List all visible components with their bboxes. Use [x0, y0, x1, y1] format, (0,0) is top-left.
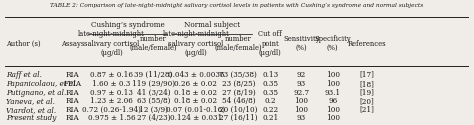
Text: 93: 93 [297, 80, 306, 88]
Text: Specificity
(%): Specificity (%) [314, 35, 351, 52]
Text: Cushing’s syndrome: Cushing’s syndrome [91, 21, 164, 29]
Text: 92: 92 [297, 71, 306, 79]
Text: 0.124 ± 0.031: 0.124 ± 0.031 [170, 114, 222, 122]
Text: 20 (10/10): 20 (10/10) [219, 106, 258, 114]
Text: Sensitivity
(%): Sensitivity (%) [283, 35, 319, 52]
Text: Papanicolaou, et al.: Papanicolaou, et al. [6, 80, 78, 88]
Text: Present study: Present study [6, 114, 56, 122]
Text: Normal subject: Normal subject [184, 21, 240, 29]
Text: 0.21: 0.21 [262, 114, 278, 122]
Text: 41 (3/24): 41 (3/24) [137, 88, 170, 96]
Text: 96: 96 [328, 97, 337, 105]
Text: Assays: Assays [61, 40, 84, 48]
Text: 100: 100 [326, 71, 340, 79]
Text: 100: 100 [326, 106, 340, 114]
Text: 27 (16/11): 27 (16/11) [219, 114, 258, 122]
Text: 0.22: 0.22 [262, 106, 278, 114]
Text: 119 (29/90): 119 (29/90) [132, 80, 175, 88]
Text: 0.97 ± 0.13: 0.97 ± 0.13 [90, 88, 133, 96]
Text: 0.26 ± 0.02: 0.26 ± 0.02 [174, 80, 217, 88]
Text: 100: 100 [326, 80, 340, 88]
Text: 0.043 ± 0.0036: 0.043 ± 0.0036 [168, 71, 224, 79]
Text: Raff et al.: Raff et al. [6, 71, 42, 79]
Text: number
(male/female): number (male/female) [215, 35, 262, 52]
Text: 27 (8/19): 27 (8/19) [221, 88, 255, 96]
Text: RIA: RIA [66, 97, 80, 105]
Text: Cut off
point
(μg/dl): Cut off point (μg/dl) [258, 30, 282, 57]
Text: Yaneva, et al.: Yaneva, et al. [6, 97, 55, 105]
Text: RIA: RIA [66, 114, 80, 122]
Text: RIA: RIA [66, 106, 80, 114]
Text: 100: 100 [326, 114, 340, 122]
Text: 23 (8/25): 23 (8/25) [222, 80, 255, 88]
Text: 54 (46/8): 54 (46/8) [221, 97, 255, 105]
Text: 93.1: 93.1 [325, 88, 341, 96]
Text: 39 (11/28): 39 (11/28) [134, 71, 173, 79]
Text: 0.18 ± 0.02: 0.18 ± 0.02 [174, 88, 218, 96]
Text: 92.7: 92.7 [293, 88, 310, 96]
Text: [19]: [19] [360, 88, 374, 96]
Text: Putignano, et al.: Putignano, et al. [6, 88, 66, 96]
Text: 73 (35/38): 73 (35/38) [219, 71, 257, 79]
Text: late-night-midnight
salivary cortisol
(μg/dl): late-night-midnight salivary cortisol (μ… [163, 30, 229, 57]
Text: Viardot, et al.: Viardot, et al. [6, 106, 56, 114]
Text: RIA: RIA [66, 88, 80, 96]
Text: 0.35: 0.35 [262, 80, 278, 88]
Text: 27 (4/23): 27 (4/23) [137, 114, 170, 122]
Text: 0.35: 0.35 [262, 88, 278, 96]
Text: 0.18 ± 0.02: 0.18 ± 0.02 [174, 97, 218, 105]
Text: 0.975 ± 1.56: 0.975 ± 1.56 [88, 114, 136, 122]
Text: 93: 93 [297, 114, 306, 122]
Text: 100: 100 [294, 97, 308, 105]
Text: 0.13: 0.13 [262, 71, 278, 79]
Text: 63 (55/8): 63 (55/8) [137, 97, 170, 105]
Text: RIA: RIA [66, 71, 80, 79]
Text: 0.2: 0.2 [264, 97, 276, 105]
Text: [18]: [18] [360, 80, 374, 88]
Text: [20]: [20] [360, 97, 374, 105]
Text: 0.07 (0.01-0.16): 0.07 (0.01-0.16) [166, 106, 226, 114]
Text: [21]: [21] [360, 106, 374, 114]
Text: 12 (3/9): 12 (3/9) [139, 106, 168, 114]
Text: References: References [348, 40, 386, 48]
Text: FPIA: FPIA [64, 80, 82, 88]
Text: 100: 100 [294, 106, 308, 114]
Text: number
(male/female): number (male/female) [129, 35, 177, 52]
Text: 1.23 ± 2.06: 1.23 ± 2.06 [90, 97, 133, 105]
Text: late-night-midnight
salivary cortisol
(μg/dl): late-night-midnight salivary cortisol (μ… [78, 30, 145, 57]
Text: 1.60 ± 0.3: 1.60 ± 0.3 [92, 80, 131, 88]
Text: TABLE 2: Comparison of late-night-midnight salivary cortisol levels in patients : TABLE 2: Comparison of late-night-midnig… [50, 3, 424, 8]
Text: 0.72 (0.26-1.94): 0.72 (0.26-1.94) [82, 106, 141, 114]
Text: [17]: [17] [360, 71, 374, 79]
Text: Author (s): Author (s) [6, 40, 41, 48]
Text: 0.87 ± 0.16: 0.87 ± 0.16 [90, 71, 133, 79]
